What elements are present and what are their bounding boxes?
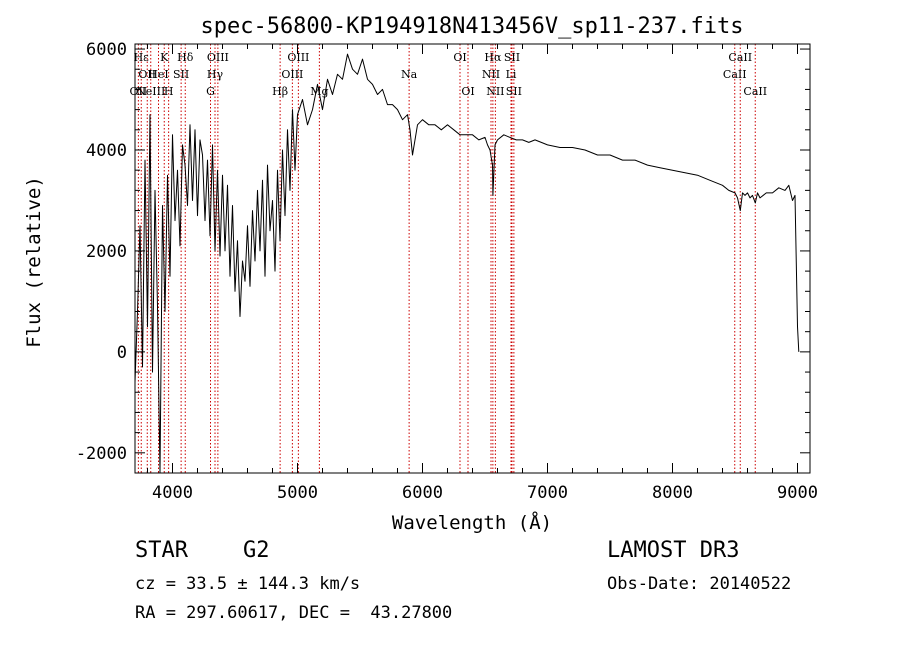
line-marker-label-8: Hδ: [177, 51, 194, 64]
line-marker-label-13: OIII: [281, 68, 303, 81]
y-axis-label: Flux (relative): [23, 176, 45, 348]
line-marker-label-7: SII: [173, 68, 189, 81]
x-tick-label: 4000: [152, 483, 193, 503]
redshift-cz: cz = 33.5 ± 144.3 km/s: [135, 574, 361, 594]
spectrum-line-0: [134, 53, 800, 474]
y-tick-label: 0: [117, 343, 127, 363]
line-marker-label-4: HeI: [148, 68, 168, 81]
x-tick-label: 8000: [652, 483, 693, 503]
line-marker-label-23: SII: [504, 51, 520, 64]
spectrum-series: [134, 53, 800, 474]
line-marker-label-21: NII: [486, 85, 504, 98]
x-tick-label: 9000: [777, 483, 818, 503]
line-marker-label-18: OI: [461, 85, 474, 98]
line-marker-label-1: OII: [138, 68, 156, 81]
line-marker-label-27: CaII: [743, 85, 767, 98]
object-class: STAR: [135, 538, 188, 563]
survey-name: LAMOST DR3: [607, 538, 740, 563]
y-tick-labels: -2000 0 2000 4000 6000: [76, 40, 127, 464]
line-marker-label-10: OIII: [207, 51, 229, 64]
x-tick-label: 7000: [527, 483, 568, 503]
line-marker-label-16: Na: [401, 68, 418, 81]
line-marker-label-24: SII: [506, 85, 522, 98]
line-marker-label-5: K: [160, 51, 169, 64]
line-marker-label-17: OI: [453, 51, 466, 64]
line-marker-label-20: Hα: [484, 51, 502, 64]
object-subclass: G2: [243, 538, 270, 563]
x-axis-label: Wavelength (Å): [392, 511, 552, 534]
y-tick-label: -2000: [76, 444, 127, 464]
line-marker-label-19: NII: [482, 68, 500, 81]
y-tick-label: 2000: [86, 242, 127, 262]
line-marker-label-0: Hε: [134, 51, 150, 64]
line-marker-label-14: OIII: [287, 51, 309, 64]
x-tick-label: 5000: [277, 483, 318, 503]
y-tick-label: 4000: [86, 141, 127, 161]
line-marker-label-6: H: [164, 85, 174, 98]
line-marker-label-11: G: [206, 85, 215, 98]
line-marker-label-9: Hγ: [207, 68, 224, 81]
line-marker-label-26: CaII: [728, 51, 752, 64]
obs-date: Obs-Date: 20140522: [607, 574, 792, 594]
line-markers: [137, 44, 756, 473]
x-tick-label: 6000: [402, 483, 443, 503]
ra-dec: RA = 297.60617, DEC = 43.27800: [135, 603, 453, 623]
y-tick-label: 6000: [86, 40, 127, 60]
axis-ticks: [135, 44, 810, 474]
line-marker-label-2: OII: [130, 85, 148, 98]
line-marker-label-22: Li: [506, 68, 517, 81]
line-marker-label-3: NeIII: [136, 85, 165, 98]
line-marker-label-25: CaII: [723, 68, 747, 81]
line-marker-label-12: Hβ: [272, 85, 288, 98]
chart-title: spec-56800-KP194918N413456V_sp11-237.fit…: [200, 14, 743, 39]
x-tick-labels: 4000 5000 6000 7000 8000 9000: [152, 483, 818, 503]
